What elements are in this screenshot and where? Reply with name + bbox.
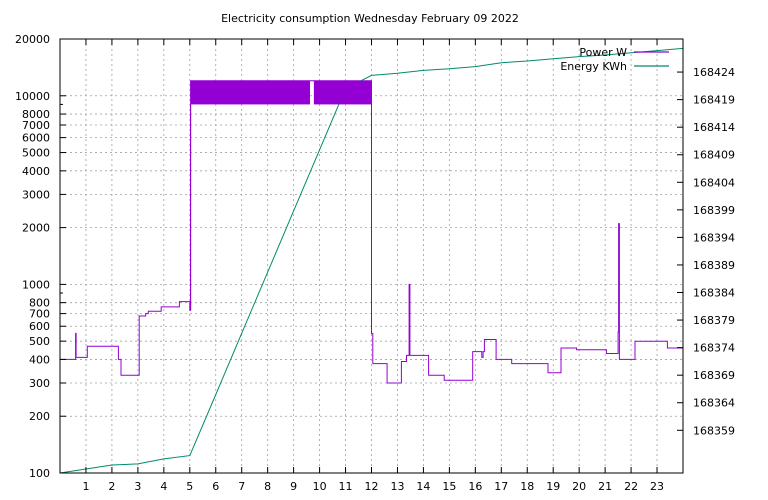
x-tick-label: 16 [468,480,482,493]
x-tick-label: 12 [365,480,379,493]
power-band-segment [313,80,372,105]
x-axis-tick-labels: 1 2 3 4 5 6 7 8 9 10 11 12 13 14 15 16 17 18 19 20 21 22 23 [82,480,664,493]
axis-ticks [60,38,683,474]
legend-label: Energy KWh [560,60,627,73]
left-tick-label: 5000 [22,147,50,160]
left-tick-label: 8000 [22,108,50,121]
left-tick-label: 1000 [22,278,50,291]
series-line-energy-kwh [59,47,684,474]
right-axis-tick-labels: 168359 168364 168369 168374 168379 168384 1683… [693,66,735,437]
right-tick-label: 168379 [693,314,735,327]
right-tick-label: 168364 [693,397,735,410]
x-tick-label: 4 [160,480,167,493]
left-tick-label: 500 [29,335,50,348]
x-tick-label: 3 [134,480,141,493]
x-tick-label: 13 [390,480,404,493]
right-tick-label: 168394 [693,231,735,244]
right-tick-label: 168424 [693,66,735,79]
x-tick-label: 18 [520,480,534,493]
series-layer [59,47,684,474]
x-tick-label: 22 [624,480,638,493]
x-tick-label: 8 [264,480,271,493]
right-tick-label: 168409 [693,149,735,162]
x-tick-label: 23 [650,480,664,493]
right-tick-label: 168384 [693,287,735,300]
x-tick-label: 17 [494,480,508,493]
left-tick-label: 4000 [22,165,50,178]
right-tick-label: 168399 [693,204,735,217]
right-tick-label: 168374 [693,342,735,355]
left-tick-label: 7000 [22,119,50,132]
power-band-segment [190,80,310,105]
x-tick-label: 14 [416,480,430,493]
right-tick-label: 168414 [693,121,735,134]
x-tick-label: 15 [442,480,456,493]
x-tick-label: 21 [598,480,612,493]
series-line-power-w [60,80,683,384]
x-tick-label: 6 [212,480,219,493]
right-tick-label: 168369 [693,369,735,382]
left-tick-label: 300 [29,377,50,390]
x-tick-label: 11 [339,480,353,493]
left-tick-label: 800 [29,297,50,310]
left-tick-label: 100 [29,467,50,480]
x-tick-label: 5 [186,480,193,493]
x-tick-label: 1 [82,480,89,493]
left-tick-label: 20000 [15,33,50,46]
left-tick-label: 200 [29,410,50,423]
left-tick-label: 600 [29,320,50,333]
legend-label: Power W [579,46,627,59]
x-tick-label: 10 [313,480,327,493]
left-tick-label: 10000 [15,90,50,103]
x-tick-label: 7 [238,480,245,493]
x-tick-label: 2 [108,480,115,493]
right-tick-label: 168359 [693,424,735,437]
left-tick-label: 6000 [22,132,50,145]
x-tick-label: 19 [546,480,560,493]
left-tick-label: 2000 [22,222,50,235]
x-tick-label: 9 [290,480,297,493]
left-tick-label: 3000 [22,188,50,201]
right-tick-label: 168404 [693,176,735,189]
x-tick-label: 20 [572,480,586,493]
right-tick-label: 168389 [693,259,735,272]
left-tick-label: 700 [29,308,50,321]
left-tick-label: 400 [29,353,50,366]
chart-title: Electricity consumption Wednesday Februa… [221,12,519,25]
right-tick-label: 168419 [693,94,735,107]
